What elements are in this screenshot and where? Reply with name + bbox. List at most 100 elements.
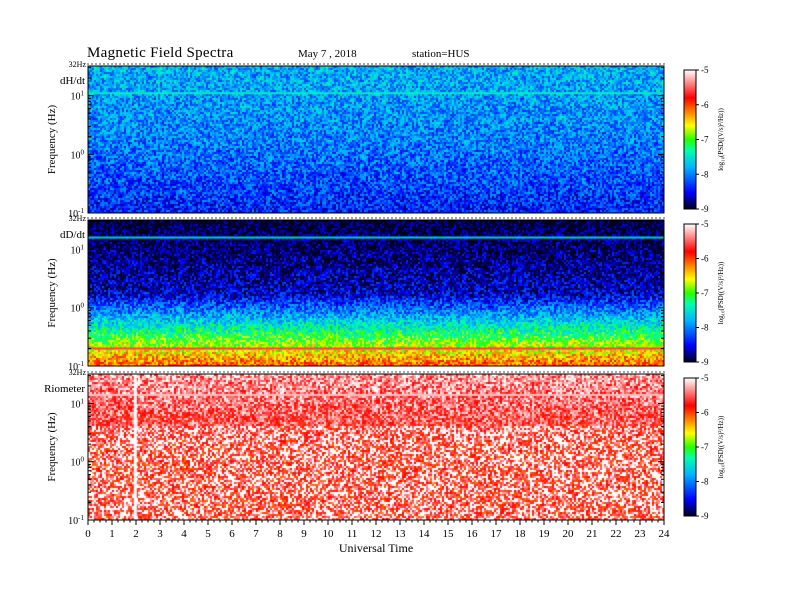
top-dot [579,371,581,373]
top-dot [435,371,437,373]
top-dot [327,371,329,373]
top-dot [199,371,201,373]
top-dot [503,217,505,219]
top-dot [451,217,453,219]
top-dot [555,63,557,65]
top-dot [175,63,177,65]
top-dot [395,217,397,219]
top-dot [403,63,405,65]
top-dot [563,217,565,219]
top-dot [627,63,629,65]
top-dot [559,217,561,219]
top-dot [247,217,249,219]
top-dot [119,371,121,373]
chart-title: Magnetic Field Spectra [87,45,234,61]
top-dot [203,371,205,373]
top-dot [491,217,493,219]
top-dot [459,63,461,65]
top-dot [215,63,217,65]
top-dot [339,217,341,219]
top-dot [623,371,625,373]
top-dot [111,63,113,65]
top-dot [391,63,393,65]
top-dot [439,63,441,65]
top-dot [107,63,109,65]
top-dot [163,217,165,219]
top-dot [303,217,305,219]
top-dot [459,217,461,219]
top-dot [407,371,409,373]
top-dot [411,371,413,373]
top-dot [415,371,417,373]
top-dot [499,217,501,219]
top-dot [543,63,545,65]
top-dot [111,371,113,373]
top-dot [551,63,553,65]
top-dot [659,217,661,219]
top-dot [251,217,253,219]
top-dot [555,371,557,373]
station-label: station=HUS [412,48,470,60]
top-dot [147,217,149,219]
top-dot [343,63,345,65]
top-dot [239,63,241,65]
top-dot [167,371,169,373]
top-dot [575,217,577,219]
top-dot [323,371,325,373]
x-tick-label: 23 [635,528,647,540]
top-dot [591,217,593,219]
top-dot [271,63,273,65]
top-dot [315,63,317,65]
top-dot [447,371,449,373]
top-dot [91,371,93,373]
top-dot [603,217,605,219]
top-dot [163,371,165,373]
top-dot [419,217,421,219]
top-dot [515,371,517,373]
top-dot [571,371,573,373]
y-axis-label: Frequency (Hz) [46,105,58,175]
top-dot [455,217,457,219]
top-dot [331,217,333,219]
top-dot [119,217,121,219]
top-dot [243,63,245,65]
top-dot [411,217,413,219]
x-tick-label: 5 [205,528,211,540]
top-dot [387,217,389,219]
top-dot [387,63,389,65]
top-dot [547,217,549,219]
top-dot [631,217,633,219]
top-dot [399,217,401,219]
top-dot [131,63,133,65]
top-dot [343,371,345,373]
top-dot [399,371,401,373]
colorbar [683,377,697,517]
x-tick-label: 6 [229,528,235,540]
top-dot [287,371,289,373]
top-dot [95,371,97,373]
top-dot [471,63,473,65]
top-dot [239,217,241,219]
top-dot [459,371,461,373]
top-dot [127,371,129,373]
top-dot [611,371,613,373]
top-dot [95,63,97,65]
top-dot [379,371,381,373]
top-dot [635,217,637,219]
top-dot [303,63,305,65]
top-dot [579,217,581,219]
panel-1: 101 100 10-1 32Hz dD/dt Frequency (Hz) -5 -6 -7 -… [46,214,725,373]
y-axis-label: Frequency (Hz) [46,412,58,482]
top-dot [587,371,589,373]
top-dot [395,371,397,373]
top-dot [655,217,657,219]
top-dot [251,371,253,373]
top-dot [495,217,497,219]
x-tick-label: 18 [515,528,527,540]
top-dot [143,217,145,219]
top-dot [351,371,353,373]
top-dot [263,63,265,65]
panel-label: dD/dt [60,229,85,241]
colorbar-tick-label: -5 [701,65,709,75]
